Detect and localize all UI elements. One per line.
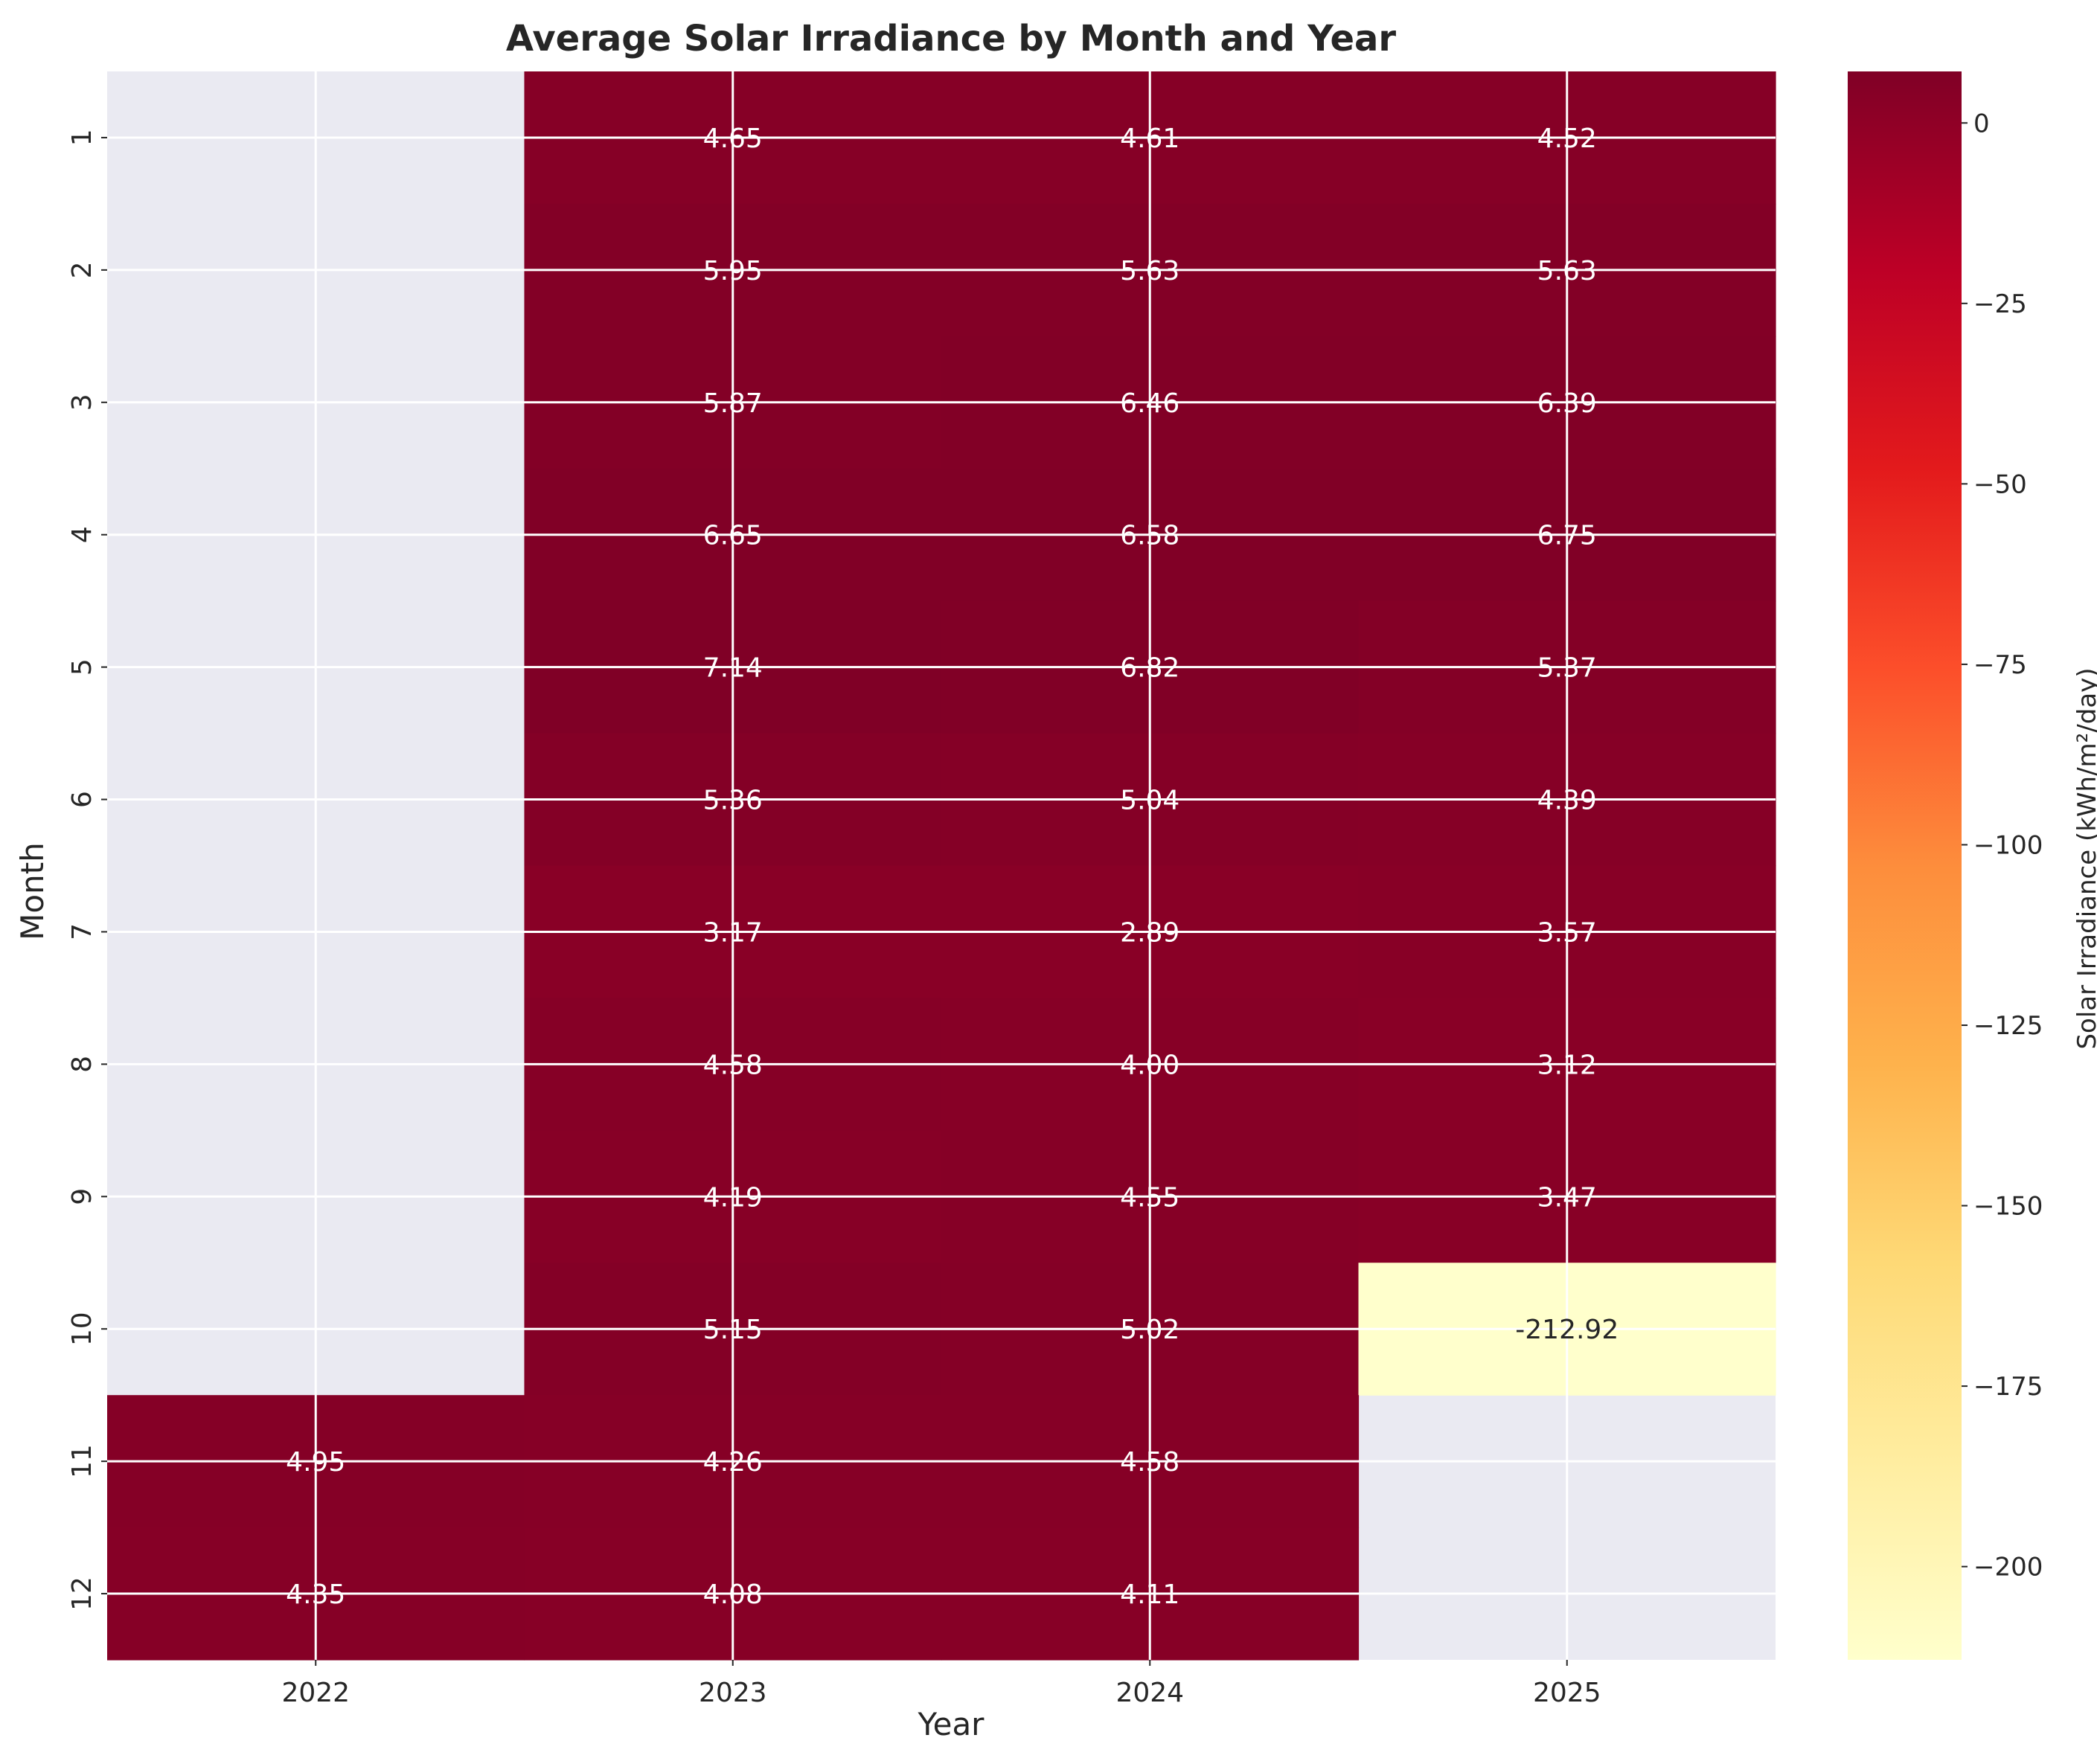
y-tick-label: 11 [67,1444,97,1478]
y-tick-label: 10 [67,1312,97,1346]
cell-value-label: 5.36 [703,786,763,816]
heatmap-cells [107,71,1776,1661]
x-tick-label: 2022 [281,1678,350,1708]
cell-value-label: 5.02 [1120,1315,1179,1345]
x-tick-label: 2023 [699,1678,767,1708]
x-tick-label: 2024 [1115,1678,1184,1708]
y-tick-label: 9 [67,1188,97,1205]
cell-value-label: 3.47 [1537,1182,1597,1213]
cell-value-label: 3.57 [1537,917,1597,948]
cell-value-label: 4.08 [703,1579,763,1610]
cell-value-label: -212.92 [1515,1315,1619,1345]
cell-value-label: 5.95 [703,256,763,286]
cell-value-label: 4.35 [286,1579,345,1610]
cell-value-label: 6.82 [1120,653,1179,684]
cell-value-label: 3.17 [703,917,763,948]
colorbar-tick-label: −50 [1973,469,2027,499]
x-tick-label: 2025 [1533,1678,1601,1708]
cell-value-label: 6.46 [1120,388,1179,419]
cell-value-label: 5.37 [1537,653,1597,684]
cell-value-label: 4.00 [1120,1050,1179,1080]
colorbar-tick-label: −75 [1973,650,2027,680]
cell-value-label: 4.95 [286,1447,345,1478]
colorbar-tick-label: −125 [1973,1011,2043,1041]
y-tick-label: 1 [67,129,97,147]
colorbar: 0 −25 −50 −75 −100 −125 −150 −175 −200 [1848,71,2043,1660]
cell-value-label: 5.15 [703,1315,763,1345]
colorbar-tick-label: −100 [1973,830,2043,860]
cell-value-label: 4.26 [703,1447,763,1478]
cell-value-label: 5.87 [703,388,763,419]
cell-value-label: 6.75 [1537,521,1597,551]
colorbar-gradient [1848,71,1962,1660]
cell-value-label: 4.65 [703,124,763,154]
cell-value-label: 4.55 [1120,1182,1179,1213]
x-axis: 2022 2023 2024 2025 [281,1660,1601,1708]
cell-value-label: 7.14 [703,653,763,684]
y-tick-label: 2 [67,261,97,278]
y-tick-label: 12 [67,1577,97,1611]
cell-value-label: 3.12 [1537,1050,1597,1080]
cell-value-label: 5.63 [1537,256,1597,286]
cell-value-labels: 4.65 4.61 4.52 5.95 5.63 5.63 5.87 6.46 6.39 6.65… [286,124,1619,1610]
cell-value-label: 5.63 [1120,256,1179,286]
cell-value-label: 4.58 [1120,1447,1179,1478]
cell-value-label: 6.39 [1537,388,1597,419]
cell-value-label: 4.11 [1120,1579,1179,1610]
x-axis-label: Year [918,1706,985,1742]
colorbar-tick-label: 0 [1973,109,1990,138]
y-tick-label: 5 [67,658,97,676]
colorbar-tick-label: −200 [1973,1553,2043,1582]
cell-value-label: 2.89 [1120,917,1179,948]
y-tick-label: 7 [67,923,97,940]
chart-title: Average Solar Irradiance by Month and Ye… [506,18,1396,60]
cell-value-label: 4.58 [703,1050,763,1080]
cell-value-label: 5.04 [1120,786,1179,816]
y-axis-label: Month [14,842,51,940]
colorbar-tick-label: −175 [1973,1372,2043,1402]
colorbar-tick-label: −25 [1973,289,2027,319]
y-tick-label: 6 [67,791,97,808]
y-tick-label: 8 [67,1056,97,1073]
grid-lines [107,71,1776,1660]
cell-value-label: 6.65 [703,521,763,551]
cell-value-label: 6.58 [1120,521,1179,551]
cell-value-label: 4.19 [703,1182,763,1213]
colorbar-label: Solar Irradiance (kWh/m²/day) [2072,667,2097,1049]
cell-value-label: 4.61 [1120,124,1179,154]
cell-value-label: 4.39 [1537,786,1597,816]
y-tick-label: 3 [67,394,97,411]
cell-value-label: 4.52 [1537,124,1597,154]
colorbar-tick-label: −150 [1973,1192,2043,1222]
y-tick-label: 4 [67,526,97,543]
